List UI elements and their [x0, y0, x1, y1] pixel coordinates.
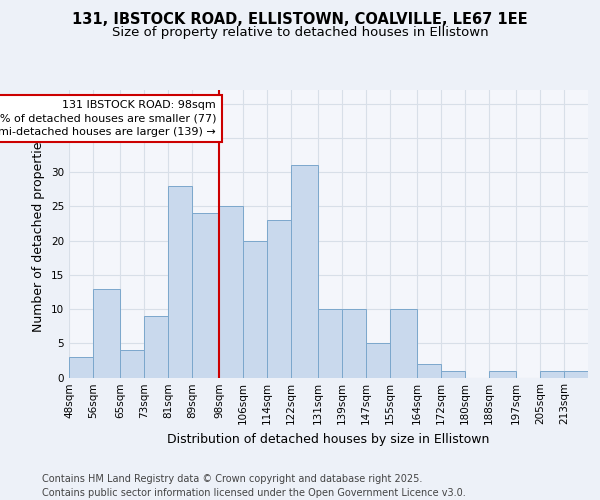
Bar [366, 344, 390, 378]
Bar [318, 309, 342, 378]
Bar [267, 220, 291, 378]
Bar [540, 370, 564, 378]
Bar [219, 206, 243, 378]
Text: 131 IBSTOCK ROAD: 98sqm
← 35% of detached houses are smaller (77)
63% of semi-de: 131 IBSTOCK ROAD: 98sqm ← 35% of detache… [0, 100, 216, 136]
Bar [489, 370, 516, 378]
Bar [243, 240, 267, 378]
Bar [144, 316, 168, 378]
Bar [93, 288, 120, 378]
Text: 131, IBSTOCK ROAD, ELLISTOWN, COALVILLE, LE67 1EE: 131, IBSTOCK ROAD, ELLISTOWN, COALVILLE,… [72, 12, 528, 28]
Y-axis label: Number of detached properties: Number of detached properties [32, 135, 46, 332]
Bar [120, 350, 144, 378]
Bar [564, 370, 588, 378]
Bar [192, 213, 219, 378]
X-axis label: Distribution of detached houses by size in Ellistown: Distribution of detached houses by size … [167, 433, 490, 446]
Bar [168, 186, 192, 378]
Bar [441, 370, 465, 378]
Bar [291, 166, 318, 378]
Bar [417, 364, 441, 378]
Bar [69, 357, 93, 378]
Bar [342, 309, 366, 378]
Bar [390, 309, 417, 378]
Text: Size of property relative to detached houses in Ellistown: Size of property relative to detached ho… [112, 26, 488, 39]
Text: Contains HM Land Registry data © Crown copyright and database right 2025.
Contai: Contains HM Land Registry data © Crown c… [42, 474, 466, 498]
